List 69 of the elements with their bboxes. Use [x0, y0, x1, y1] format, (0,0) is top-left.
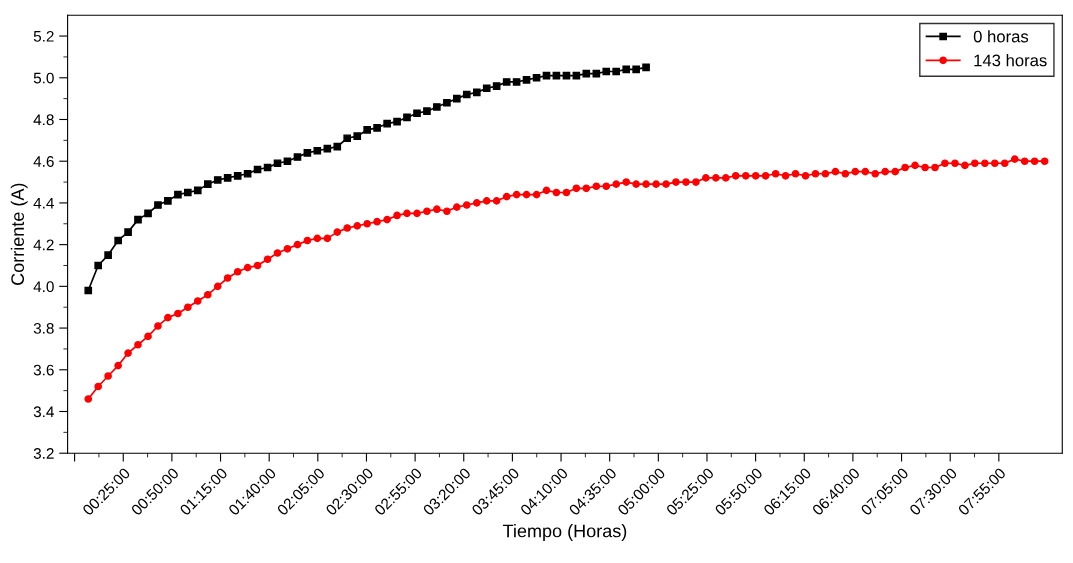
y-tick-label: 3.6	[33, 364, 54, 376]
point	[393, 117, 401, 126]
point	[124, 228, 132, 236]
point	[413, 109, 421, 118]
y-tick-label: 3.8	[33, 322, 54, 334]
point	[443, 98, 451, 107]
point	[283, 157, 292, 166]
point	[472, 88, 481, 97]
y-axis-title: Corriente (A)	[10, 183, 28, 285]
point	[203, 180, 212, 188]
point	[313, 146, 322, 155]
point	[622, 65, 631, 74]
point	[223, 174, 232, 182]
point	[184, 188, 192, 197]
point	[243, 169, 252, 178]
point	[632, 65, 640, 74]
legend-label: 143 horas	[974, 54, 1047, 67]
point	[403, 113, 411, 122]
point	[104, 251, 112, 259]
y-tick-label: 4.4	[33, 197, 54, 209]
point	[174, 190, 182, 199]
point	[502, 78, 511, 86]
point	[572, 71, 581, 80]
y-tick-label: 4.0	[33, 281, 54, 293]
point	[433, 103, 441, 111]
point	[482, 84, 491, 93]
point	[144, 209, 152, 218]
point	[114, 236, 122, 245]
point	[423, 107, 431, 115]
point	[453, 94, 461, 103]
point	[273, 159, 282, 168]
legend-label: 0 horas	[973, 30, 1029, 43]
point	[522, 76, 531, 84]
point	[164, 197, 172, 205]
point	[512, 78, 521, 86]
point	[353, 132, 362, 140]
y-tick-label: 3.4	[33, 406, 54, 418]
point	[343, 134, 352, 143]
point	[462, 90, 471, 99]
y-tick-label: 5.0	[33, 72, 54, 84]
point	[323, 144, 332, 153]
point	[542, 71, 551, 80]
x-axis-title: Tiempo (Horas)	[502, 524, 627, 541]
point	[233, 171, 242, 180]
point	[383, 119, 391, 128]
point	[303, 149, 312, 157]
y-tick-label: 5.2	[33, 30, 54, 42]
point	[134, 215, 142, 224]
y-tick-label: 3.2	[33, 448, 54, 459]
point	[94, 261, 103, 270]
point	[492, 82, 501, 90]
point	[552, 71, 561, 80]
y-tick-label: 4.8	[33, 114, 54, 126]
point	[193, 186, 202, 195]
point	[562, 71, 571, 80]
point	[642, 63, 650, 72]
point	[602, 67, 611, 76]
point	[84, 286, 93, 295]
point	[154, 201, 162, 209]
point	[532, 73, 541, 82]
point	[293, 153, 302, 161]
point	[333, 142, 342, 151]
point	[582, 69, 591, 78]
point	[612, 67, 621, 76]
point	[363, 126, 371, 134]
point	[213, 176, 222, 184]
y-tick-label: 4.6	[33, 156, 54, 167]
y-tick-label: 4.2	[33, 239, 54, 251]
point	[373, 124, 381, 132]
